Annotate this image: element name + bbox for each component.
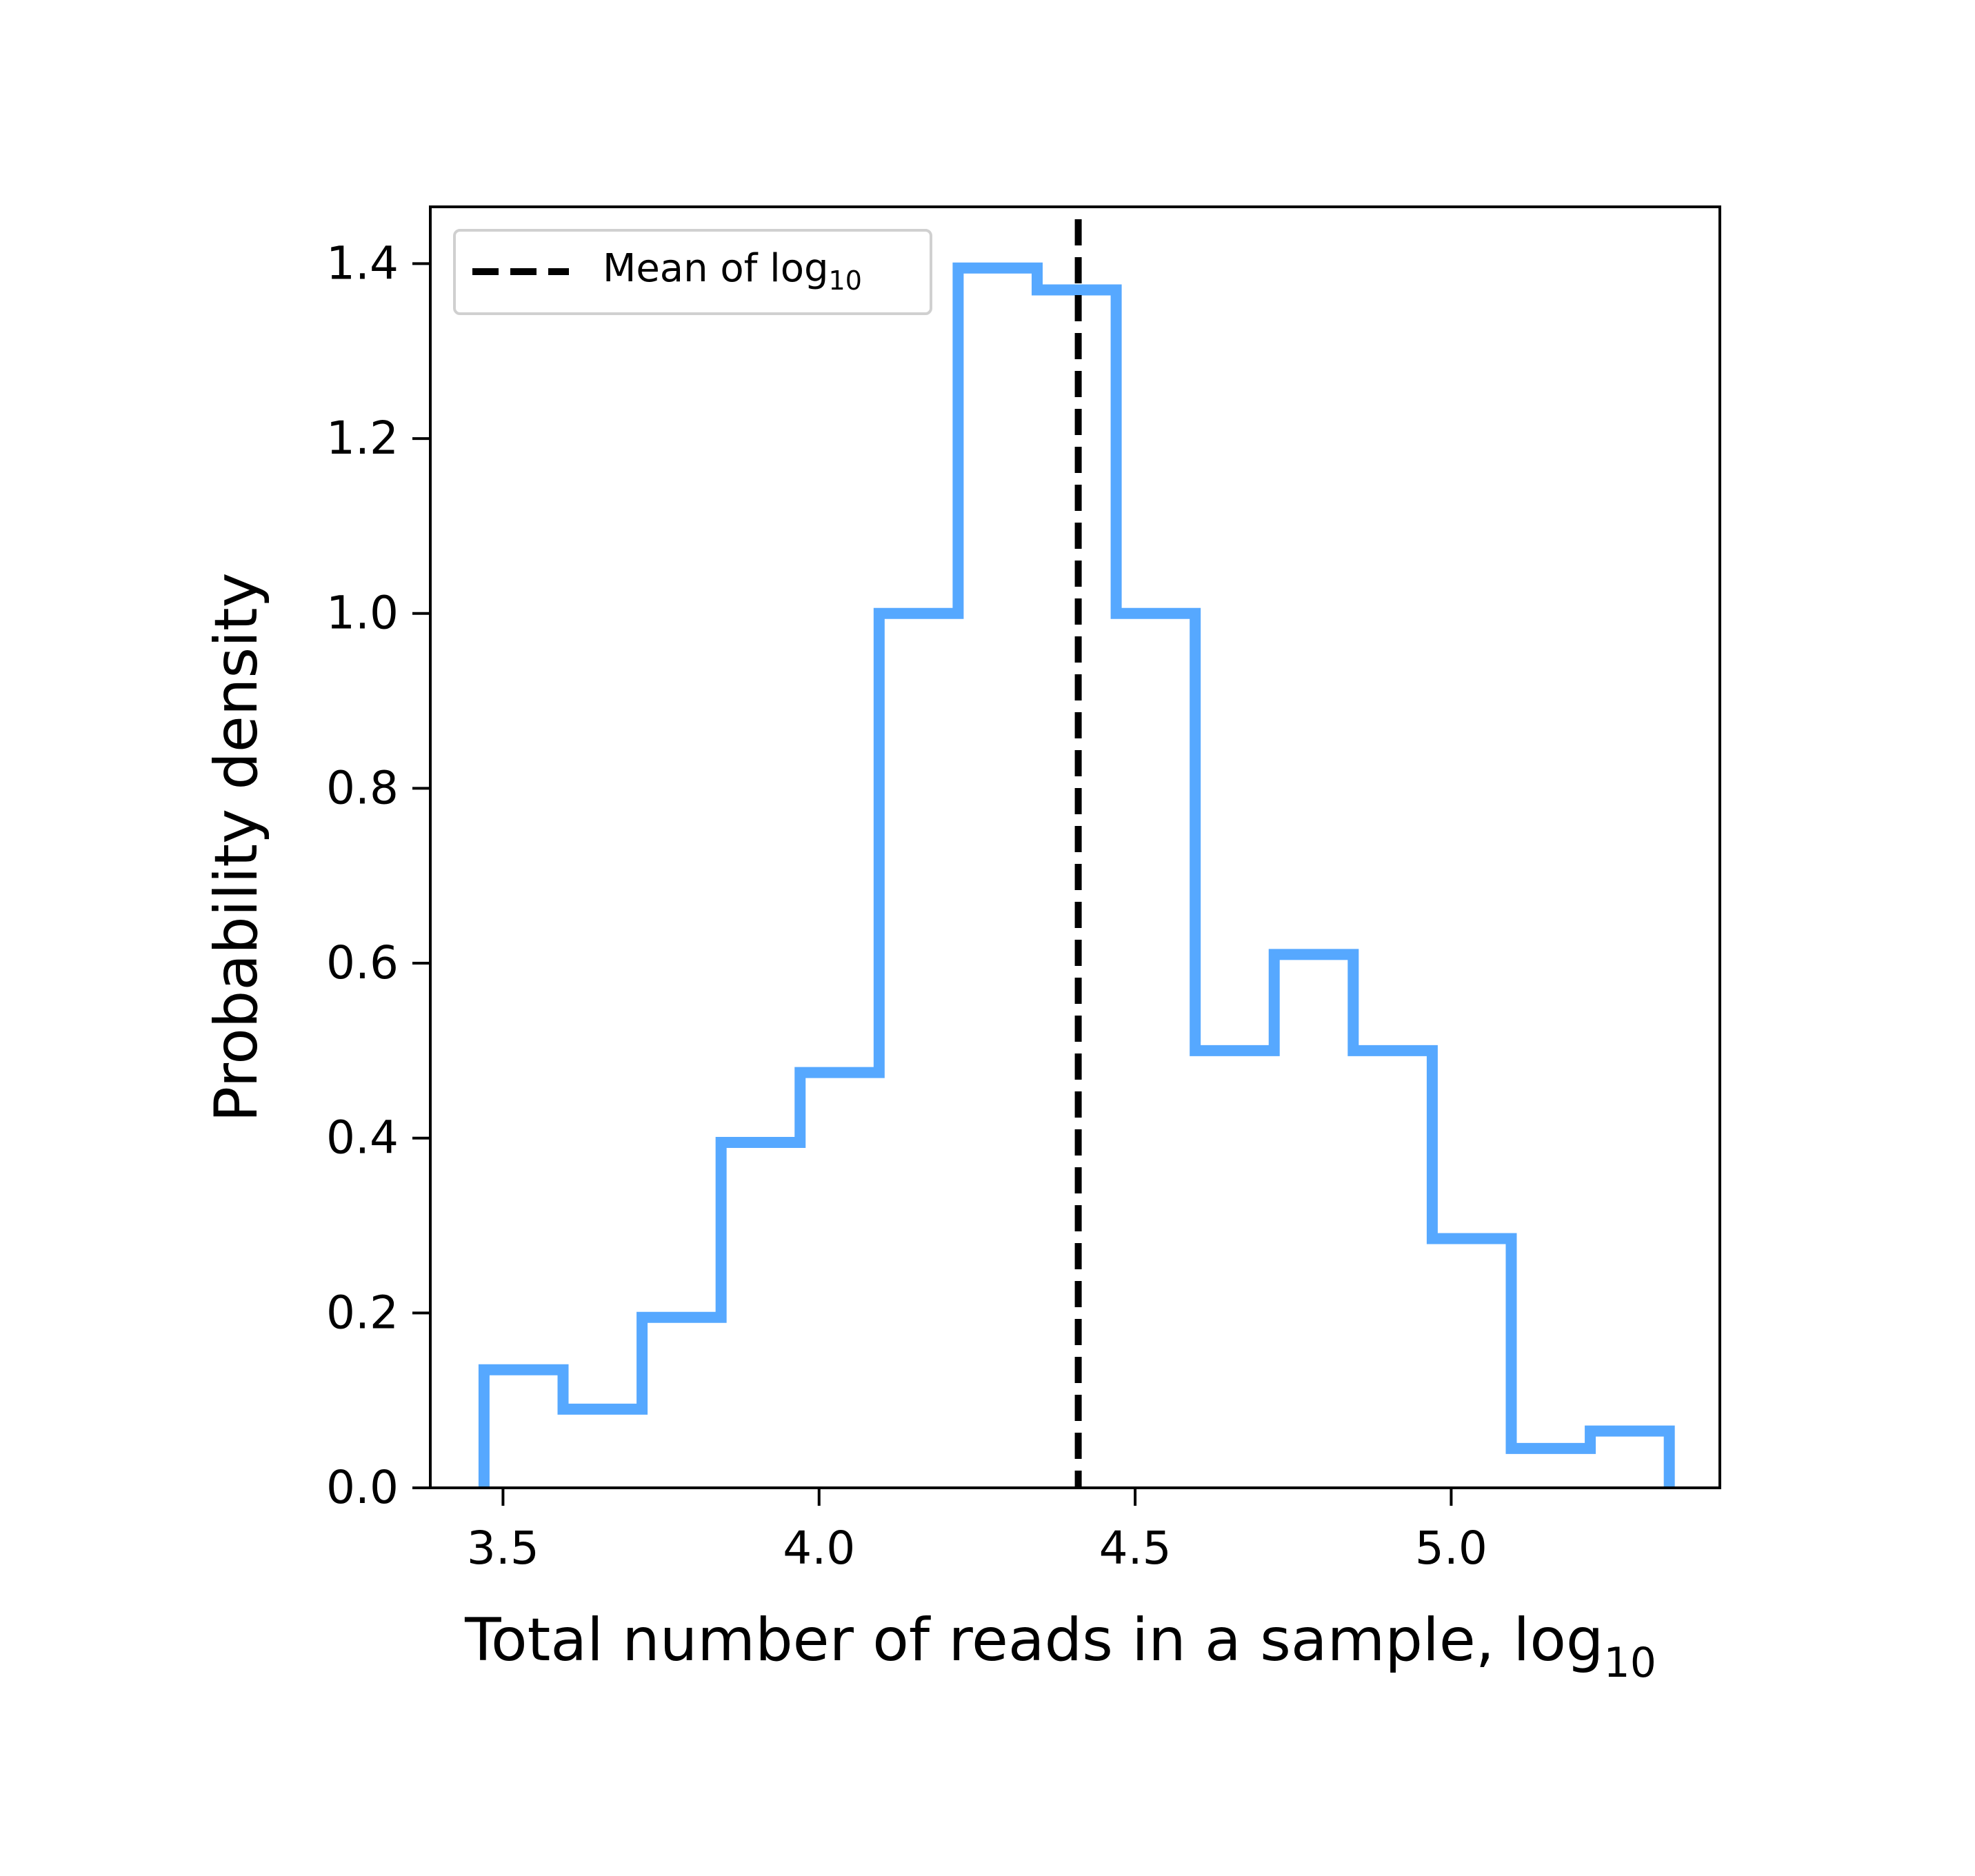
plot-frame [429, 205, 1721, 1489]
y-axis-label: Probability density [202, 572, 271, 1122]
y-tick-label: 1.0 [326, 587, 399, 640]
histogram-step-outline [478, 262, 1675, 1488]
legend: Mean of log10 [453, 229, 932, 315]
y-tick-label: 0.8 [326, 761, 399, 814]
y-tick-label: 1.2 [326, 412, 399, 465]
y-tick-label: 1.4 [326, 236, 399, 290]
x-axis-label: Total number of reads in a sample, log10 [464, 1606, 1656, 1687]
y-axis-ticks: 0.0 0.2 0.4 0.6 0.8 1.0 1.2 1.4 [326, 236, 430, 1514]
x-tick-label: 5.0 [1415, 1522, 1487, 1575]
x-axis-ticks: 3.5 4.0 4.5 5.0 [467, 1488, 1487, 1575]
legend-box [453, 229, 932, 315]
legend-label: Mean of log10 [603, 246, 862, 296]
y-tick-label: 0.4 [326, 1111, 399, 1164]
y-tick-label: 0.6 [326, 936, 399, 989]
x-tick-label: 4.5 [1099, 1522, 1172, 1575]
y-tick-label: 0.0 [326, 1461, 399, 1514]
y-tick-label: 0.2 [326, 1286, 399, 1339]
x-tick-label: 4.0 [783, 1522, 855, 1575]
x-tick-label: 3.5 [467, 1522, 539, 1575]
